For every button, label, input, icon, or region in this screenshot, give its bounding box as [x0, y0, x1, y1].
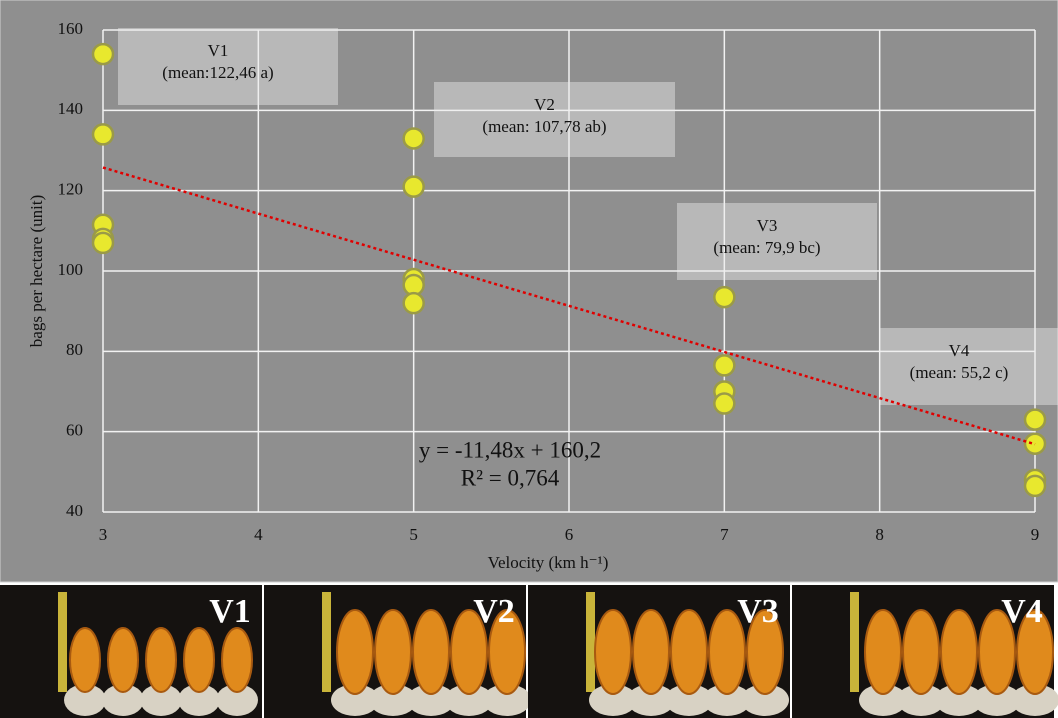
- photo-label: V4: [1001, 593, 1043, 630]
- y-tick-label: 140: [58, 99, 84, 118]
- scatter-point: [404, 177, 424, 197]
- x-tick-label: 4: [254, 525, 263, 544]
- corn-cob: [941, 610, 977, 694]
- x-axis-label: Velocity (km h⁻¹): [488, 553, 609, 572]
- x-tick-label: 8: [875, 525, 884, 544]
- y-tick-label: 60: [66, 421, 83, 440]
- photo-panel: V2: [264, 585, 531, 718]
- scatter-point: [714, 355, 734, 375]
- annotation-text: (mean: 55,2 c): [910, 363, 1009, 382]
- figure: Velocity (km h⁻¹) bags per hectare (unit…: [0, 0, 1058, 718]
- annotation-text: (mean: 107,78 ab): [482, 117, 606, 136]
- scatter-point: [404, 128, 424, 148]
- annotation-text: (mean: 79,9 bc): [713, 238, 820, 257]
- annotation-text: V1: [208, 41, 229, 60]
- scatter-point: [714, 394, 734, 414]
- corn-cob: [671, 610, 707, 694]
- y-tick-label: 80: [66, 340, 83, 359]
- y-tick-label: 40: [66, 501, 83, 520]
- ruler: [586, 592, 595, 692]
- equation: R² = 0,764: [461, 465, 560, 490]
- corn-cob: [865, 610, 901, 694]
- ruler: [322, 592, 331, 692]
- ruler: [850, 592, 859, 692]
- scatter-point: [1025, 476, 1045, 496]
- photo-label: V3: [737, 593, 779, 630]
- corn-cob: [146, 628, 176, 692]
- scatter-point: [714, 287, 734, 307]
- y-tick-label: 160: [58, 19, 84, 38]
- x-tick-label: 7: [720, 525, 729, 544]
- page: Velocity (km h⁻¹) bags per hectare (unit…: [0, 0, 1058, 718]
- photo-label: V1: [209, 593, 251, 630]
- y-tick-label: 100: [58, 260, 84, 279]
- annotation-text: (mean:122,46 a): [162, 63, 273, 82]
- scatter-point: [1025, 410, 1045, 430]
- photo-panel: V4: [792, 585, 1058, 718]
- corn-cob: [375, 610, 411, 694]
- x-tick-label: 5: [409, 525, 418, 544]
- annotation-text: V3: [757, 216, 778, 235]
- y-axis-label: bags per hectare (unit): [27, 195, 46, 347]
- corn-cob: [595, 610, 631, 694]
- photo-label: V2: [473, 593, 515, 630]
- x-tick-label: 9: [1031, 525, 1040, 544]
- x-tick-label: 3: [99, 525, 108, 544]
- photo-panel: V1: [0, 585, 262, 718]
- corn-cob: [108, 628, 138, 692]
- equation: y = -11,48x + 160,2: [419, 437, 601, 462]
- scatter-point: [93, 233, 113, 253]
- scatter-point: [404, 293, 424, 313]
- corn-cob: [903, 610, 939, 694]
- corn-cob: [633, 610, 669, 694]
- corn-cob: [184, 628, 214, 692]
- corn-cob: [337, 610, 373, 694]
- corn-cob: [222, 628, 252, 692]
- y-tick-label: 120: [58, 180, 84, 199]
- ruler: [58, 592, 67, 692]
- corn-cob: [413, 610, 449, 694]
- annotation-text: V2: [534, 95, 555, 114]
- corn-cob: [70, 628, 100, 692]
- annotation-text: V4: [949, 341, 970, 360]
- scatter-point: [93, 44, 113, 64]
- scatter-point: [93, 124, 113, 144]
- x-tick-label: 6: [565, 525, 574, 544]
- photo-panel: V3: [528, 585, 790, 718]
